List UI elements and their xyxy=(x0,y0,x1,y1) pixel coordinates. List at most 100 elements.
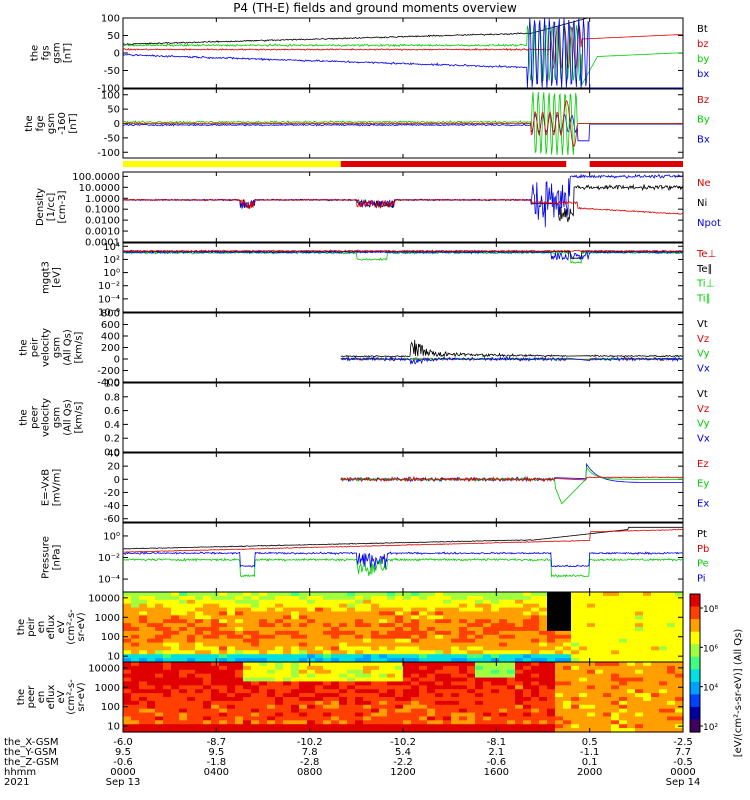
spectrogram-cell xyxy=(491,650,500,654)
spectrogram-cell xyxy=(243,654,252,658)
spectrogram-cell xyxy=(195,619,204,623)
spectrogram-cell xyxy=(531,615,540,619)
spectrogram-cell xyxy=(507,592,516,596)
spectrogram-cell xyxy=(675,604,684,608)
spectrogram-cell xyxy=(347,662,356,666)
spectrogram-cell xyxy=(515,724,524,728)
spectrogram-cell xyxy=(555,685,564,689)
spectrogram-cell xyxy=(515,674,524,678)
spectrogram-cell xyxy=(387,681,396,685)
spectrogram-cell xyxy=(595,689,604,693)
spectrogram-cell xyxy=(579,646,588,650)
spectrogram-cell xyxy=(139,697,148,701)
spectrogram-cell xyxy=(403,709,412,713)
spectrogram-cell xyxy=(643,643,652,647)
spectrogram-cell xyxy=(547,627,556,631)
spectrogram-cell xyxy=(419,646,428,650)
spectrogram-cell xyxy=(467,685,476,689)
spectrogram-cell xyxy=(379,639,388,643)
spectrogram-cell xyxy=(667,611,676,615)
spectrogram-cell xyxy=(323,670,332,674)
spectrogram-cell xyxy=(395,689,404,693)
spectrogram-cell xyxy=(603,724,612,728)
spectrogram-cell xyxy=(531,604,540,608)
spectrogram-cell xyxy=(451,619,460,623)
spectrogram-cell xyxy=(531,693,540,697)
spectrogram-cell xyxy=(155,623,164,627)
spectrogram-cell xyxy=(139,705,148,709)
spectrogram-cell xyxy=(347,623,356,627)
spectrogram-cell xyxy=(467,697,476,701)
spectrogram-cell xyxy=(291,608,300,612)
spectrogram-cell xyxy=(491,670,500,674)
spectrogram-cell xyxy=(331,596,340,600)
spectrogram-cell xyxy=(523,623,532,627)
spectrogram-cell xyxy=(667,713,676,717)
spectrogram-cell xyxy=(451,611,460,615)
spectrogram-cell xyxy=(379,619,388,623)
spectrogram-cell xyxy=(491,693,500,697)
spectrogram-cell xyxy=(147,639,156,643)
spectrogram-cell xyxy=(515,713,524,717)
y-tick-label: 50 xyxy=(107,31,120,42)
spectrogram-cell xyxy=(235,627,244,631)
spectrogram-cell xyxy=(675,608,684,612)
spectrogram-cell xyxy=(403,611,412,615)
spectrogram-cell xyxy=(155,662,164,666)
spectrogram-cell xyxy=(427,596,436,600)
y-tick-label: 400 xyxy=(101,332,120,343)
spectrogram-cell xyxy=(411,685,420,689)
spectrogram-cell xyxy=(539,678,548,682)
spectrogram-cell xyxy=(171,670,180,674)
spectrogram-cell xyxy=(291,662,300,666)
spectrogram-cell xyxy=(411,615,420,619)
spectrogram-cell xyxy=(531,619,540,623)
spectrogram-cell xyxy=(523,689,532,693)
y-axis-label: sr-eV) xyxy=(76,682,87,711)
spectrogram-cell xyxy=(659,623,668,627)
spectrogram-cell xyxy=(515,611,524,615)
spectrogram-cell xyxy=(355,701,364,705)
spectrogram-cell xyxy=(667,678,676,682)
spectrogram-cell xyxy=(283,596,292,600)
spectrogram-cell xyxy=(243,693,252,697)
spectrogram-cell xyxy=(675,720,684,724)
spectrogram-cell xyxy=(387,685,396,689)
spectrogram-cell xyxy=(355,611,364,615)
spectrogram-cell xyxy=(267,650,276,654)
spectrogram-cell xyxy=(507,713,516,717)
spectrogram-cell xyxy=(419,635,428,639)
spectrogram-cell xyxy=(443,639,452,643)
spectrogram-cell xyxy=(651,596,660,600)
spectrogram-cell xyxy=(419,685,428,689)
spectrogram-cell xyxy=(539,623,548,627)
spectrogram-cell xyxy=(443,600,452,604)
spectrogram-cell xyxy=(123,693,132,697)
spectrogram-cell xyxy=(171,689,180,693)
spectrogram-cell xyxy=(643,678,652,682)
spectrogram-cell xyxy=(435,713,444,717)
spectrogram-cell xyxy=(195,724,204,728)
spectrogram-cell xyxy=(139,600,148,604)
spectrogram-cell xyxy=(155,666,164,670)
spectrogram-cell xyxy=(619,608,628,612)
spectrogram-cell xyxy=(539,681,548,685)
spectrogram-cell xyxy=(219,627,228,631)
spectrogram-cell xyxy=(139,693,148,697)
spectrogram-cell xyxy=(531,623,540,627)
spectrogram-cell xyxy=(627,604,636,608)
spectrogram-cell xyxy=(315,666,324,670)
spectrogram-cell xyxy=(579,615,588,619)
spectrogram-cell xyxy=(667,662,676,666)
spectrogram-cell xyxy=(483,639,492,643)
spectrogram-cell xyxy=(363,705,372,709)
spectrogram-cell xyxy=(379,701,388,705)
spectrogram-cell xyxy=(203,674,212,678)
spectrogram-cell xyxy=(355,646,364,650)
legend-fge-bx: Bx xyxy=(697,134,710,145)
panel-frame xyxy=(123,313,683,382)
spectrogram-cell xyxy=(547,662,556,666)
spectrogram-cell xyxy=(611,635,620,639)
spectrogram-cell xyxy=(451,720,460,724)
spectrogram-cell xyxy=(451,631,460,635)
